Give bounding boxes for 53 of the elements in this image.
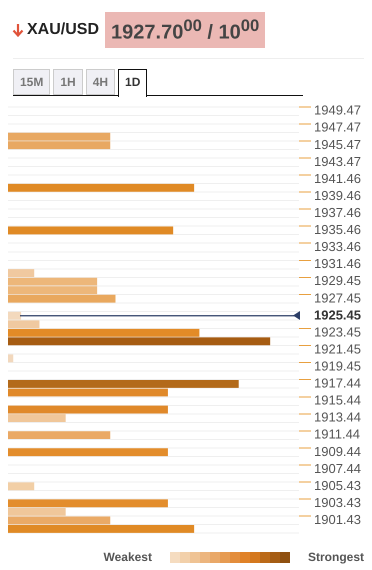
bar <box>8 482 34 490</box>
y-tick-label: 1915.44 <box>314 392 362 408</box>
y-tick-label: 1923.45 <box>314 324 362 340</box>
y-tick-label: 1925.45 <box>314 307 362 322</box>
text: 1D <box>118 69 148 97</box>
bar <box>8 269 34 278</box>
y-tick-label: 1931.46 <box>314 256 362 272</box>
y-tick-label: 1945.47 <box>314 136 362 152</box>
bar <box>8 320 40 328</box>
y-tick-label: 1943.47 <box>314 154 362 169</box>
bar <box>8 184 194 192</box>
bar <box>8 380 239 388</box>
y-tick-label: 1919.45 <box>314 358 362 374</box>
bar <box>8 431 110 440</box>
y-tick-label: 1949.47 <box>314 102 362 118</box>
bar <box>8 312 22 320</box>
y-tick-label: 1947.47 <box>314 120 362 135</box>
text: 1H <box>53 69 83 95</box>
y-tick-label: 1935.46 <box>314 222 362 238</box>
text: 15M <box>13 69 50 95</box>
bar <box>8 414 66 422</box>
y-tick-label: 1913.44 <box>314 410 362 425</box>
y-tick-label: 1911.44 <box>314 426 360 442</box>
bar <box>8 406 168 414</box>
y-tick-label: 1921.45 <box>314 341 362 356</box>
bar <box>8 226 174 234</box>
y-tick-label: 1929.45 <box>314 273 362 288</box>
bar <box>8 337 270 346</box>
y-tick-label: 1933.46 <box>314 239 362 254</box>
bar <box>8 328 200 337</box>
y-tick-label: 1903.43 <box>314 494 362 510</box>
bar <box>8 516 110 524</box>
bar <box>8 508 66 516</box>
bar <box>8 525 194 533</box>
y-tick-label: 1927.45 <box>314 290 362 306</box>
y-tick-label: 1937.46 <box>314 204 362 220</box>
y-tick-label: 1909.44 <box>314 444 362 459</box>
bar <box>8 448 168 456</box>
bar <box>8 294 116 303</box>
bar <box>8 354 14 362</box>
y-tick-label: 1905.43 <box>314 478 362 493</box>
y-tick-label: 1907.44 <box>314 460 362 476</box>
chart-title: XAU/USD <box>27 21 100 39</box>
text: Strongest <box>308 550 364 564</box>
y-tick-label: 1901.43 <box>314 512 362 527</box>
y-tick-label: 1941.46 <box>314 170 362 186</box>
bar <box>8 388 168 396</box>
y-tick-label: 1917.44 <box>314 376 362 391</box>
text: 4H <box>86 69 116 95</box>
text: Weakest <box>104 550 152 564</box>
bar <box>8 499 168 508</box>
y-tick-label: 1939.46 <box>314 188 362 203</box>
chart-subtitle: 1927.70$^{00}$ / 10$^{00}$ <box>105 12 266 48</box>
